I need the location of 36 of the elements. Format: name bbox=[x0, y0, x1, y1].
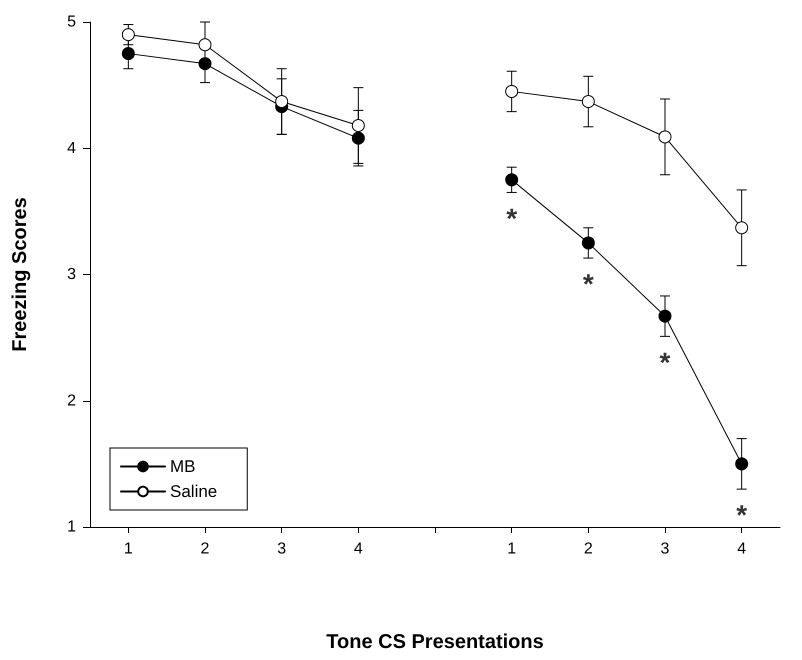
y-tick-label: 1 bbox=[67, 518, 76, 536]
point bbox=[122, 47, 135, 60]
legend-label: MB bbox=[170, 457, 196, 476]
point bbox=[582, 95, 595, 108]
annotation: * bbox=[736, 500, 748, 531]
point bbox=[658, 130, 672, 144]
point bbox=[122, 28, 135, 42]
point bbox=[198, 57, 212, 70]
x-tick-label: 3 bbox=[277, 540, 286, 558]
point bbox=[275, 95, 288, 108]
x-axis-title: Tone CS Presentations bbox=[326, 631, 544, 653]
point bbox=[352, 119, 365, 132]
point bbox=[658, 310, 672, 323]
y-tick-label: 5 bbox=[67, 14, 76, 30]
point bbox=[505, 173, 518, 186]
point bbox=[198, 38, 212, 52]
x-tick-label: 2 bbox=[584, 540, 593, 558]
x-tick-label: 4 bbox=[737, 540, 746, 558]
x-tick-label: 2 bbox=[200, 540, 210, 558]
point bbox=[582, 236, 595, 250]
legend-label: Saline bbox=[170, 482, 218, 501]
y-axis-title: Freezing Scores bbox=[9, 197, 31, 352]
x-tick-label: 3 bbox=[660, 540, 670, 558]
annotation: * bbox=[660, 346, 671, 378]
x-tick-label: 1 bbox=[507, 540, 516, 558]
y-tick-label: 3 bbox=[67, 266, 76, 283]
point bbox=[352, 132, 365, 145]
point bbox=[735, 457, 748, 470]
x-tick-label: 1 bbox=[124, 540, 133, 558]
point bbox=[505, 84, 518, 98]
y-tick-label: 2 bbox=[67, 392, 76, 410]
annotation: * bbox=[582, 268, 594, 300]
y-tick-label: 4 bbox=[67, 140, 76, 157]
point bbox=[735, 221, 748, 234]
annotation: * bbox=[506, 202, 518, 234]
x-tick-label: 4 bbox=[354, 540, 363, 558]
